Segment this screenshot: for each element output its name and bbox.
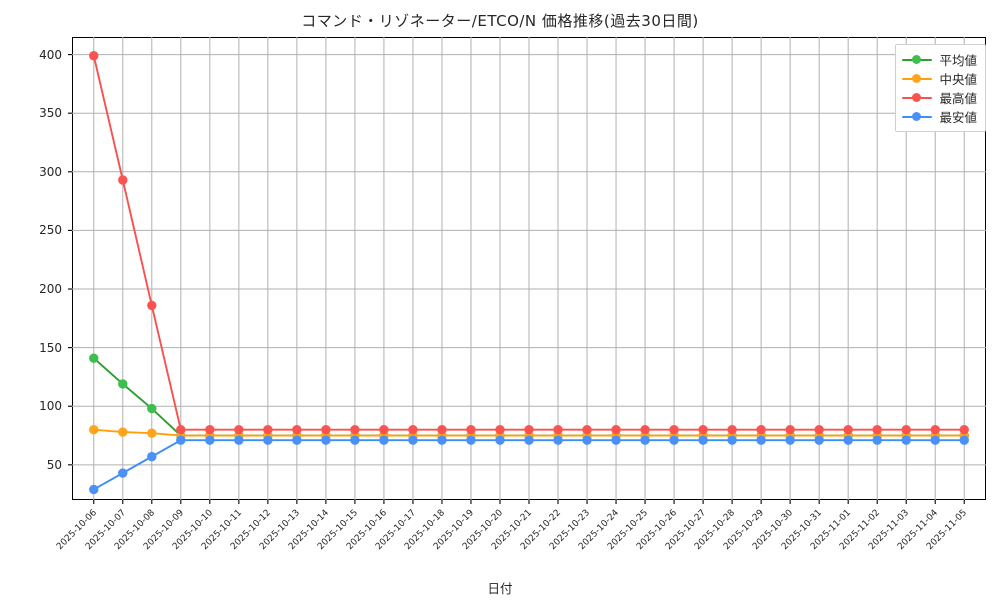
y-tick-label: 250	[39, 223, 62, 238]
legend-label: 最安値	[939, 110, 977, 125]
axis-ticks	[68, 54, 965, 504]
legend-label: 中央値	[939, 72, 977, 87]
gridlines	[72, 37, 986, 500]
chart-title: コマンド・リゾネーター/ETCO/N 価格推移(過去30日間)	[301, 12, 699, 30]
legend-item[interactable]: 最安値	[902, 107, 977, 126]
y-tick-label: 100	[39, 399, 62, 414]
legend-label: 最高値	[939, 91, 977, 106]
legend-marker-icon	[902, 73, 933, 85]
legend-marker-icon	[902, 111, 933, 123]
chart-legend: 平均値中央値最高値最安値	[895, 44, 986, 132]
x-axis-label: 日付	[487, 581, 513, 596]
y-tick-label: 150	[39, 340, 62, 355]
series-markers	[89, 51, 969, 495]
legend-item[interactable]: 平均値	[902, 50, 977, 69]
y-tick-label: 400	[39, 47, 62, 62]
y-tick-label: 50	[46, 457, 62, 472]
legend-marker-icon	[902, 54, 933, 66]
legend-marker-icon	[902, 92, 933, 104]
y-tick-label: 200	[39, 282, 62, 296]
y-tick-label: 300	[39, 164, 62, 179]
legend-item[interactable]: 最高値	[902, 88, 977, 107]
y-tick-label: 350	[39, 106, 62, 121]
legend-label: 平均値	[939, 53, 977, 68]
legend-item[interactable]: 中央値	[902, 69, 977, 88]
